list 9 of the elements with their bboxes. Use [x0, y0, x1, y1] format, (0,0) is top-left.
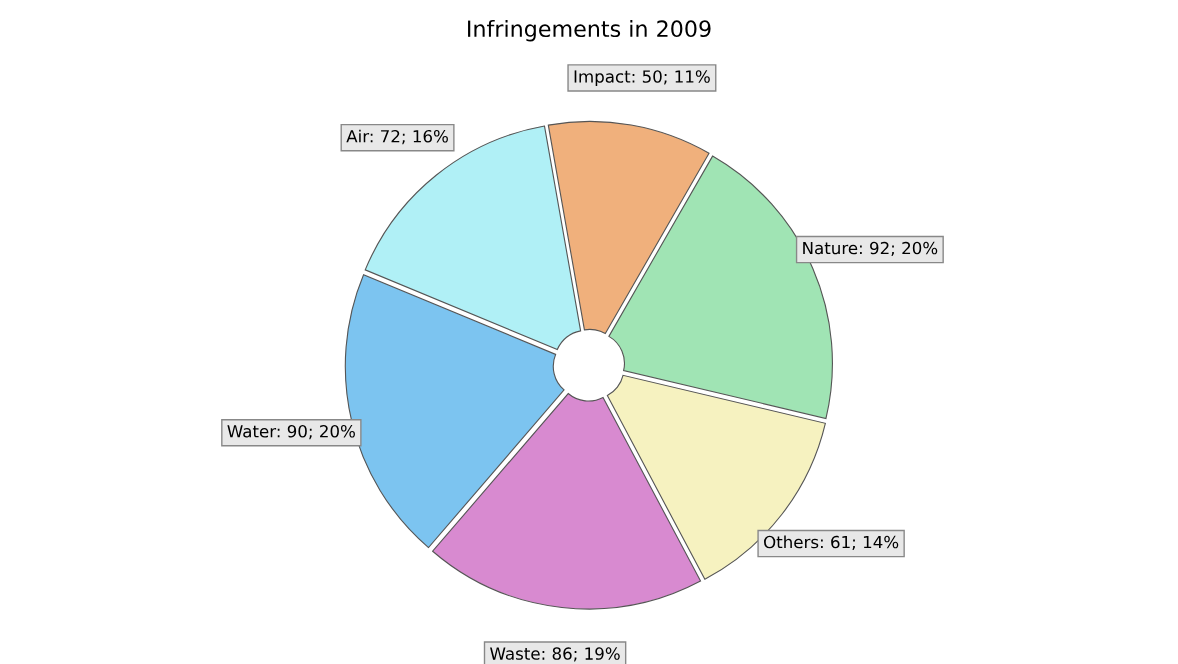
donut-slice — [432, 392, 702, 610]
chart-title: Infringements in 2009 — [468, 19, 711, 42]
slice-label: Air: 72; 16% — [346, 129, 448, 145]
slice-label: Waste: 86; 19% — [490, 647, 620, 662]
slice-label: Nature: 92; 20% — [803, 241, 938, 257]
slice-label: Water: 90; 20% — [227, 424, 355, 440]
slice-label: Impact: 50; 11% — [574, 70, 710, 87]
slice-label: Others: 61; 14% — [764, 535, 899, 551]
donut-slice — [606, 374, 826, 580]
